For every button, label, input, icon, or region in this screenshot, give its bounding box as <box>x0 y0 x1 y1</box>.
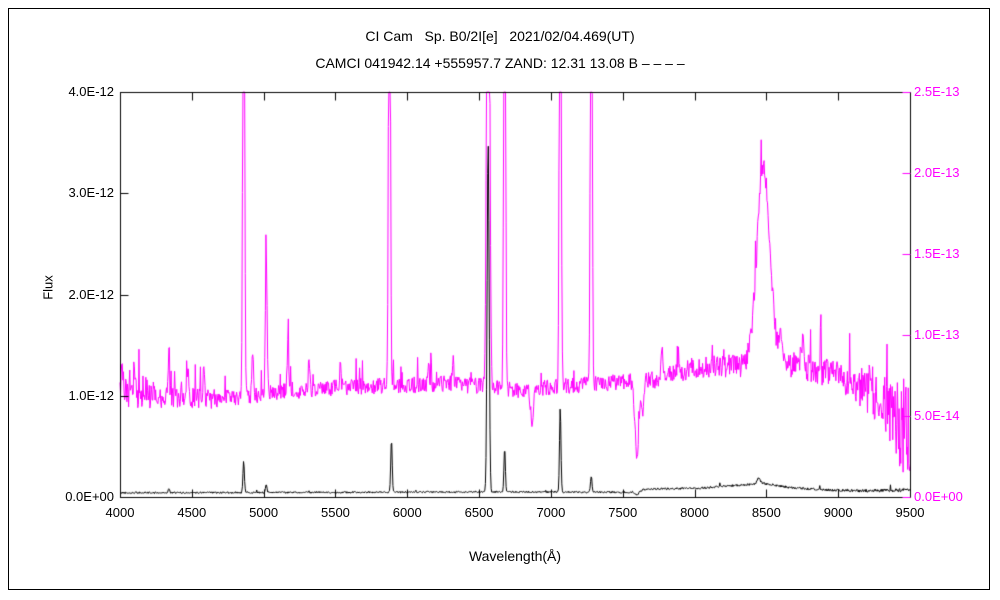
x-tick-label: 8500 <box>751 505 781 520</box>
left-y-tick-label: 2.0E-12 <box>68 286 114 302</box>
right-y-tick-label: 2.5E-13 <box>914 84 960 99</box>
x-tick-label: 9500 <box>895 505 925 520</box>
right-y-tick-label: 2.0E-13 <box>914 165 960 180</box>
x-tick-label: 6000 <box>392 505 422 520</box>
x-tick-label: 9000 <box>823 505 853 520</box>
left-y-tick-label: 4.0E-12 <box>68 84 114 99</box>
x-tick-label: 5000 <box>249 505 279 520</box>
chart-title-line1: CI Cam Sp. B0/2I[e] 2021/02/04.469(UT) <box>365 28 635 44</box>
left-y-tick-label: 3.0E-12 <box>68 185 114 201</box>
x-tick-label: 5500 <box>320 505 350 520</box>
x-axis-label-wavelength: Wavelength(Å) <box>468 548 562 564</box>
x-tick-label: 7500 <box>608 505 638 520</box>
left-y-tick-label: 0.0E+00 <box>65 489 114 504</box>
right-y-tick-label: 1.5E-13 <box>914 246 960 261</box>
right-y-tick-label: 1.0E-13 <box>914 327 960 342</box>
right-y-tick-label: 0.0E+00 <box>914 489 963 504</box>
x-tick-label: 6500 <box>464 505 494 520</box>
chart-title-line2: CAMCI 041942.14 +555957.7 ZAND: 12.31 13… <box>315 55 685 71</box>
x-tick-label: 7000 <box>536 505 566 520</box>
left-y-tick-label: 1.0E-12 <box>68 387 114 403</box>
right-y-tick-label: 5.0E-14 <box>914 408 960 423</box>
x-tick-label: 4500 <box>177 505 207 520</box>
x-tick-label: 8000 <box>680 505 709 520</box>
x-tick-label: 4000 <box>105 505 135 520</box>
